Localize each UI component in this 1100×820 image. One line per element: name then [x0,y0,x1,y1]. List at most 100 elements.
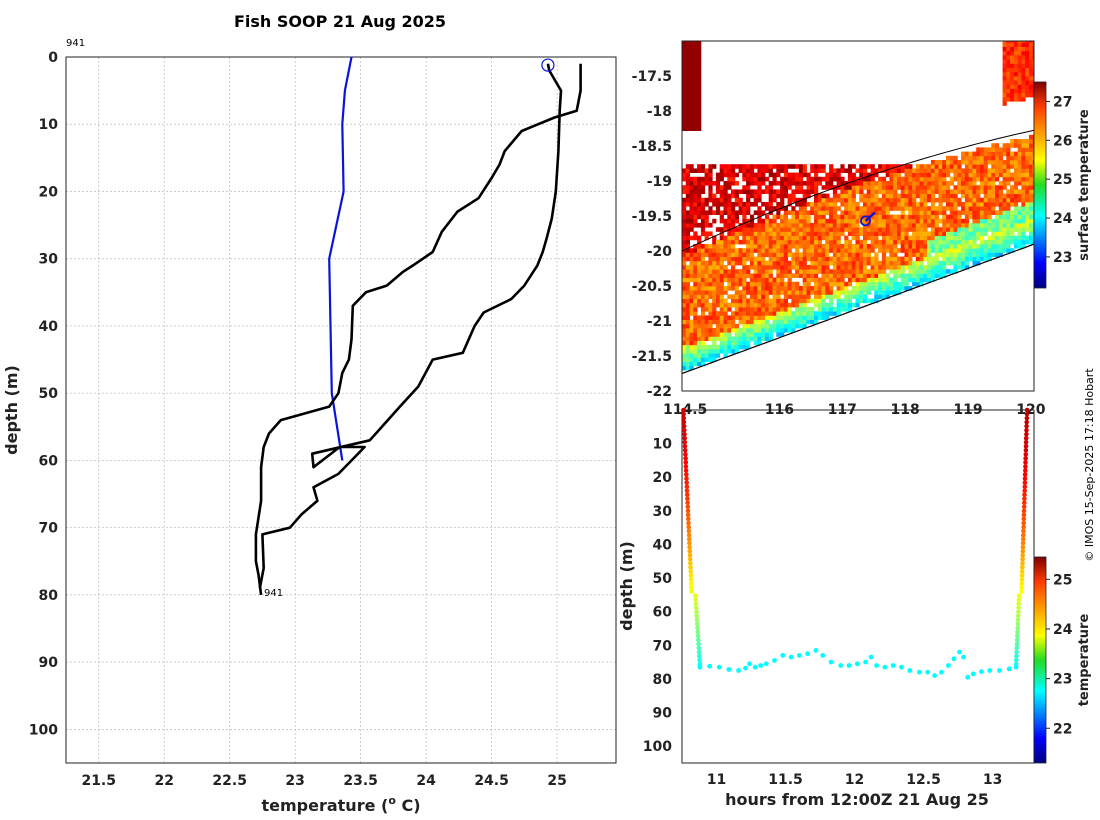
sst-cell [1010,50,1015,56]
sst-cell [727,239,732,245]
sst-cell [1029,67,1034,73]
sst-cell [881,197,887,203]
sst-cell [749,332,755,337]
sst-cell [798,260,804,266]
sst-cell [946,164,951,169]
sst-cell [697,290,702,295]
sst-cell [712,315,717,320]
sst-cell [1006,42,1011,47]
sst-cell [715,294,721,299]
sst-cell [712,286,717,291]
sst-cell [814,197,819,203]
sst-cell [765,328,770,333]
sst-cell [1032,155,1034,161]
sst-cell [912,277,917,283]
sst-cell [768,164,773,169]
sst-cell [840,218,845,224]
sst-cell [776,248,781,253]
sst-cell [783,269,788,274]
sst-cell [1006,248,1011,253]
sst-cell [915,214,920,220]
sst-cell [1029,193,1034,199]
sst-cell [787,311,792,316]
cast-point [1016,597,1022,602]
sst-cell [825,193,830,199]
sst-cell [1002,147,1007,152]
sst-cell [878,265,883,270]
sst-cell [930,185,936,190]
sst-cell [787,248,792,253]
sst-cell [1002,197,1007,203]
bottom-track-point [752,664,758,670]
sst-cell [810,298,815,304]
sst-field [682,41,1034,375]
sst-cell [825,218,830,224]
sst-cell [791,302,796,308]
sst-cell [866,197,871,203]
sst-cell [780,298,785,304]
sst-cell [765,168,770,173]
sst-cell [749,294,755,299]
sst-cell [802,319,807,325]
sst-cell [1021,92,1026,98]
profile-id-bottom: 941 [264,588,283,599]
sst-cell [817,298,822,304]
sst-cell [900,185,905,190]
cast-point [1014,649,1019,655]
cast-point [686,520,691,526]
sst-cell [1025,84,1030,89]
sst-cell [859,244,864,249]
sst-cell [964,252,970,257]
sst-cell [832,290,838,295]
sst-cell [776,164,781,169]
sst-cell [708,290,713,295]
sst-cell [998,164,1003,169]
sst-cell [863,294,868,299]
sst-cell [964,244,970,249]
profile-y-tick-label: 20 [39,184,59,200]
sst-cell [783,227,788,232]
sst-cell [821,290,826,295]
sst-cell [746,328,751,333]
sst-cell [983,231,988,236]
sst-cell [780,235,785,241]
sst-cell [889,189,894,194]
sst-cell [746,239,751,245]
chart-title: Fish SOOP 21 Aug 2025 [234,12,446,31]
sst-cell [795,244,800,249]
sst-cell [870,181,875,186]
sst-cell [682,46,687,52]
sst-cell [787,307,792,312]
sst-cell [697,357,702,362]
sst-cell [923,214,928,220]
sst-cell [976,176,981,182]
sst-cell [704,315,709,320]
sst-cell [1017,50,1022,56]
sst-cell [1025,50,1030,56]
sst-cell [693,59,698,64]
sst-cell [934,160,939,165]
sst-cell [682,361,687,367]
sst-cell [1013,206,1019,211]
sst-cell [700,340,706,346]
sst-cell [991,151,996,157]
sst-cell [802,248,807,253]
sst-cell [900,176,905,182]
sst-cell [927,210,932,215]
sst-cell [847,197,853,203]
sst-cell [734,332,739,337]
bottom-track-point [743,665,748,671]
sst-cell [682,315,687,320]
sst-cell [765,277,770,283]
sst-cell [704,260,709,266]
sst-cell [1013,223,1019,228]
cast-point [684,472,689,477]
sst-cell [825,307,830,312]
sst-cell [761,244,766,249]
sst-cell [719,311,724,316]
sst-cell [798,273,804,278]
sst-cell [863,197,868,203]
sst-cell [930,193,936,199]
sst-cell [942,244,947,249]
sst-cell [768,231,773,236]
